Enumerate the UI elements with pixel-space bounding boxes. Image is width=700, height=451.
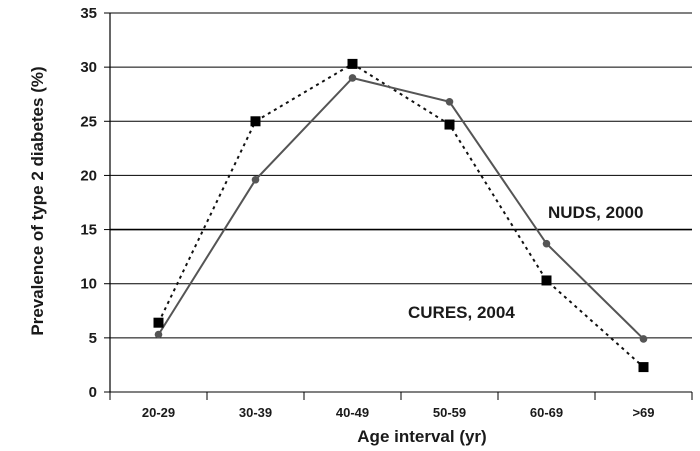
y-tick-label: 30 [80,59,97,76]
gridlines [110,12,692,393]
data-point-square [153,317,164,328]
x-tick-label: 50-59 [433,405,466,420]
x-tick-label: 20-29 [142,405,175,420]
series-label-cures: CURES, 2004 [408,303,515,322]
data-point-circle [348,74,357,82]
data-point-square [250,116,261,127]
x-tick-label: >69 [632,405,654,420]
data-point-circle [251,175,260,184]
y-tick-label: 10 [80,276,97,293]
y-tick-label: 0 [89,384,97,401]
data-point-square [638,362,649,373]
data-point-square [541,275,552,286]
axes [104,12,693,400]
y-tick-label: 20 [80,167,97,184]
series-line-0 [157,62,645,368]
x-axis-title: Age interval (yr) [357,427,486,446]
x-tick-label: 30-39 [239,405,272,420]
series-points [153,58,649,373]
data-point-circle [542,239,551,248]
series-label-nuds: NUDS, 2000 [548,203,643,222]
data-point-circle [154,330,163,339]
x-tick-labels: 20-29 30-39 40-49 50-59 60-69 >69 [142,405,655,420]
x-tick-label: 60-69 [530,405,563,420]
data-point-square [444,119,455,130]
data-point-circle [639,335,648,343]
series-lines [157,62,645,368]
y-axis-title: Prevalence of type 2 diabetes (%) [28,66,47,335]
series-line-1 [157,76,645,340]
y-tick-labels: 0 5 10 15 20 25 30 35 [80,5,97,401]
y-tick-label: 15 [80,222,97,239]
y-tick-label: 35 [80,5,97,22]
y-tick-label: 25 [80,113,97,130]
data-point-circle [445,97,454,106]
data-point-square [347,58,358,69]
y-tick-label: 5 [89,330,97,347]
x-tick-label: 40-49 [336,405,369,420]
